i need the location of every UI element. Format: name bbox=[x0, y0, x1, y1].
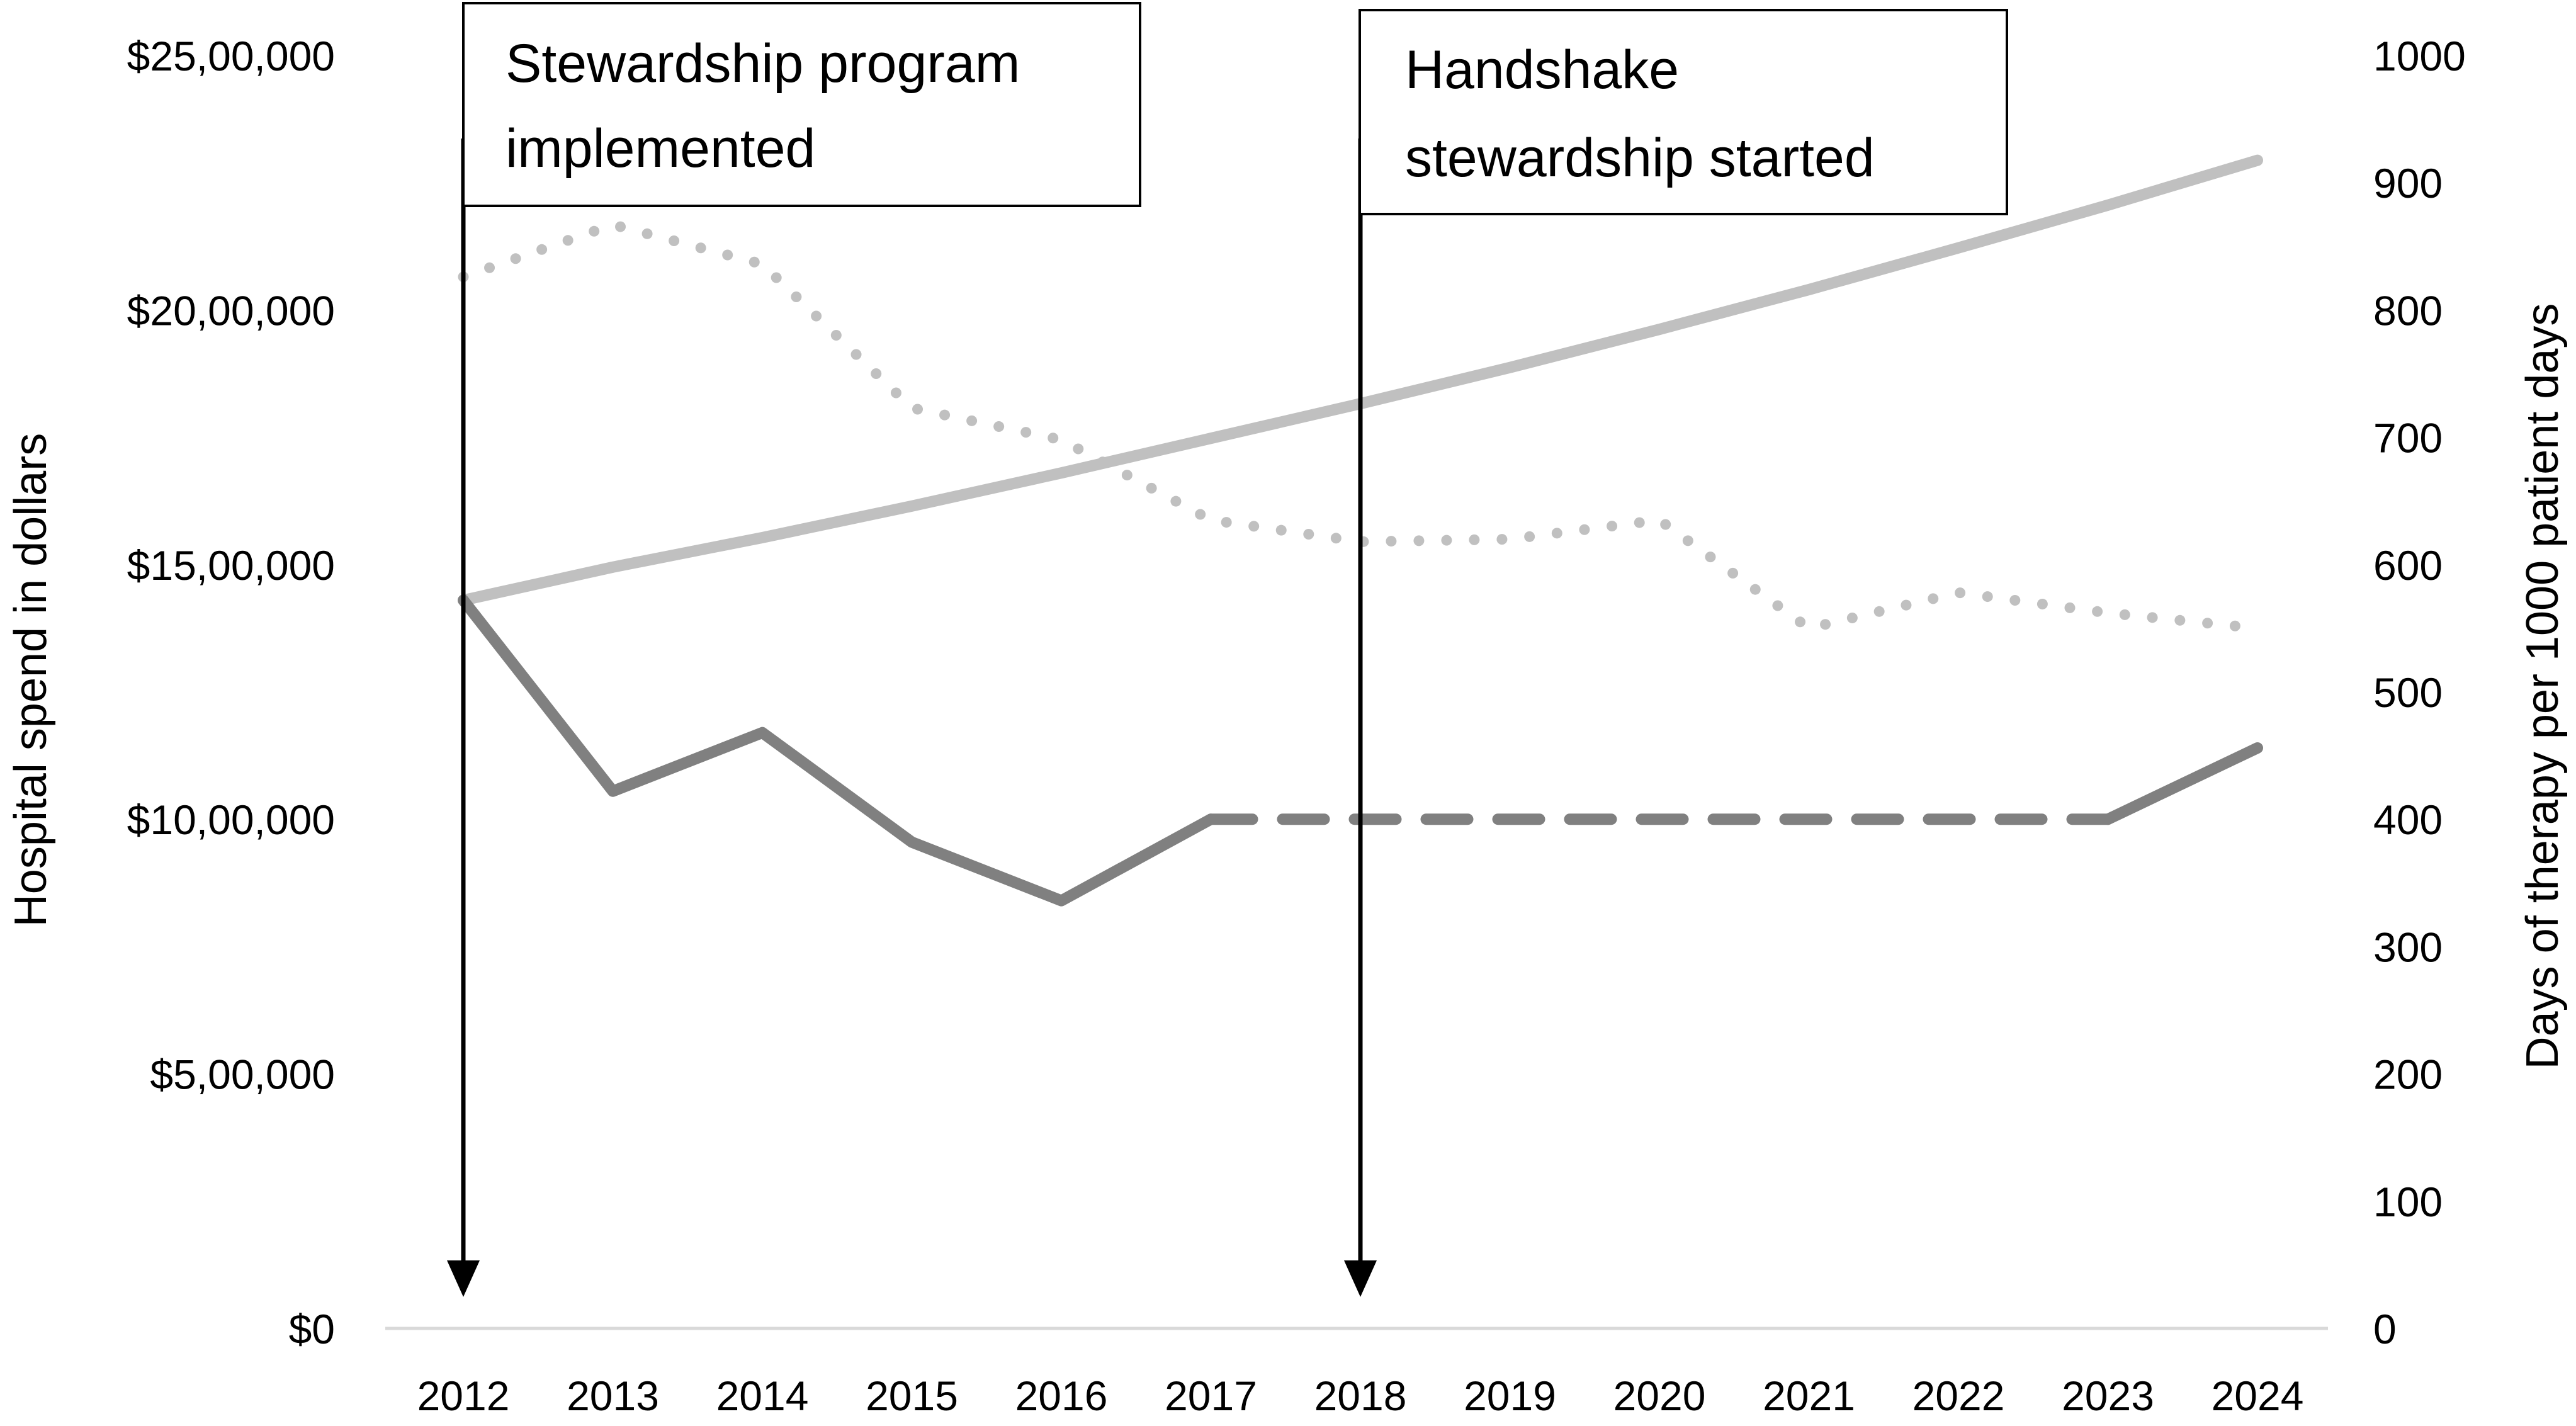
annotation-text-line2: stewardship started bbox=[1405, 128, 1875, 188]
x-tick-label: 2018 bbox=[1314, 1372, 1407, 1419]
annotation-text-line2: implemented bbox=[506, 118, 815, 179]
x-tick-label: 2020 bbox=[1613, 1372, 1706, 1419]
right-tick-label: 600 bbox=[2373, 542, 2443, 589]
x-tick-label: 2024 bbox=[2212, 1372, 2304, 1419]
annotation-box bbox=[462, 2, 1141, 207]
series-line-3 bbox=[458, 594, 2263, 907]
left-tick-label: $0 bbox=[289, 1306, 335, 1352]
x-tick-label: 2014 bbox=[716, 1372, 809, 1419]
annotation-text-line1: Handshake bbox=[1405, 40, 1679, 100]
left-tick-label: $25,00,000 bbox=[127, 33, 335, 79]
x-tick-label: 2022 bbox=[1912, 1372, 2005, 1419]
right-tick-label: 100 bbox=[2373, 1179, 2443, 1225]
right-tick-label: 1000 bbox=[2373, 33, 2466, 79]
right-tick-label: 700 bbox=[2373, 415, 2443, 461]
right-tick-label: 300 bbox=[2373, 924, 2443, 970]
x-tick-label: 2012 bbox=[417, 1372, 510, 1419]
left-tick-label: $15,00,000 bbox=[127, 542, 335, 589]
x-tick-label: 2021 bbox=[1763, 1372, 1855, 1419]
annotation-arrow-head bbox=[1344, 1260, 1377, 1297]
annotation-layer: Stewardship program implemented Handshake s… bbox=[447, 2, 2008, 1297]
x-tick-label: 2016 bbox=[1015, 1372, 1108, 1419]
right-tick-label: 500 bbox=[2373, 669, 2443, 716]
right-tick-label: 400 bbox=[2373, 796, 2443, 843]
annotation-arrow-head bbox=[447, 1260, 480, 1297]
annotation-text-line1: Stewardship program bbox=[506, 33, 1020, 94]
x-tick-label: 2019 bbox=[1464, 1372, 1556, 1419]
axis-layer: $0 $5,00,000 $10,00,000 $15,00,000 $20,00,00… bbox=[127, 33, 2466, 1419]
right-tick-label: 900 bbox=[2373, 160, 2443, 207]
x-tick-label: 2015 bbox=[866, 1372, 958, 1419]
x-tick-label: 2023 bbox=[2062, 1372, 2154, 1419]
annotation-box bbox=[1359, 9, 2008, 215]
x-tick-label: 2013 bbox=[567, 1372, 659, 1419]
x-tick-label: 2017 bbox=[1165, 1372, 1257, 1419]
right-tick-label: 800 bbox=[2373, 287, 2443, 334]
right-axis-title: Days of therapy per 1000 patient days bbox=[2517, 303, 2568, 1070]
right-tick-label: 0 bbox=[2373, 1306, 2397, 1352]
left-tick-label: $10,00,000 bbox=[127, 796, 335, 843]
left-tick-label: $5,00,000 bbox=[150, 1051, 335, 1098]
left-tick-label: $20,00,000 bbox=[127, 287, 335, 334]
left-axis-title: Hospital spend in dollars bbox=[6, 433, 56, 927]
right-tick-label: 200 bbox=[2373, 1051, 2443, 1098]
